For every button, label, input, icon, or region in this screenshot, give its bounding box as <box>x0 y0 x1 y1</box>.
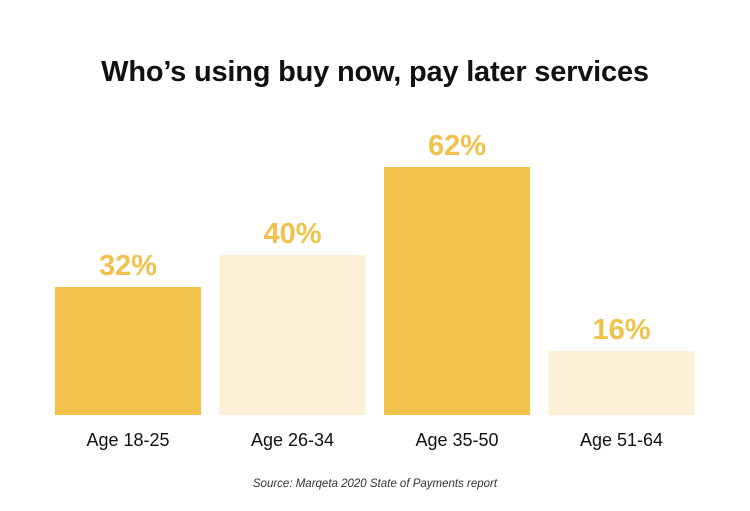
x-tick-label: Age 18-25 <box>86 430 169 450</box>
value-label: 32% <box>99 250 157 282</box>
bar-age-35-50 <box>384 167 530 415</box>
value-label: 16% <box>592 314 650 346</box>
value-label: 62% <box>428 130 486 162</box>
x-tick-label: Age 35-50 <box>415 430 498 450</box>
x-tick-label: Age 51-64 <box>580 430 663 450</box>
value-label: 40% <box>263 218 321 250</box>
bar-age-26-34 <box>219 255 366 415</box>
bar-age-51-64 <box>548 351 695 415</box>
chart-title: Who’s using buy now, pay later services <box>101 56 649 88</box>
source-note: Source: Marqeta 2020 State of Payments r… <box>252 478 498 490</box>
x-tick-label: Age 26-34 <box>251 430 334 450</box>
bar-age-18-25 <box>55 287 201 415</box>
